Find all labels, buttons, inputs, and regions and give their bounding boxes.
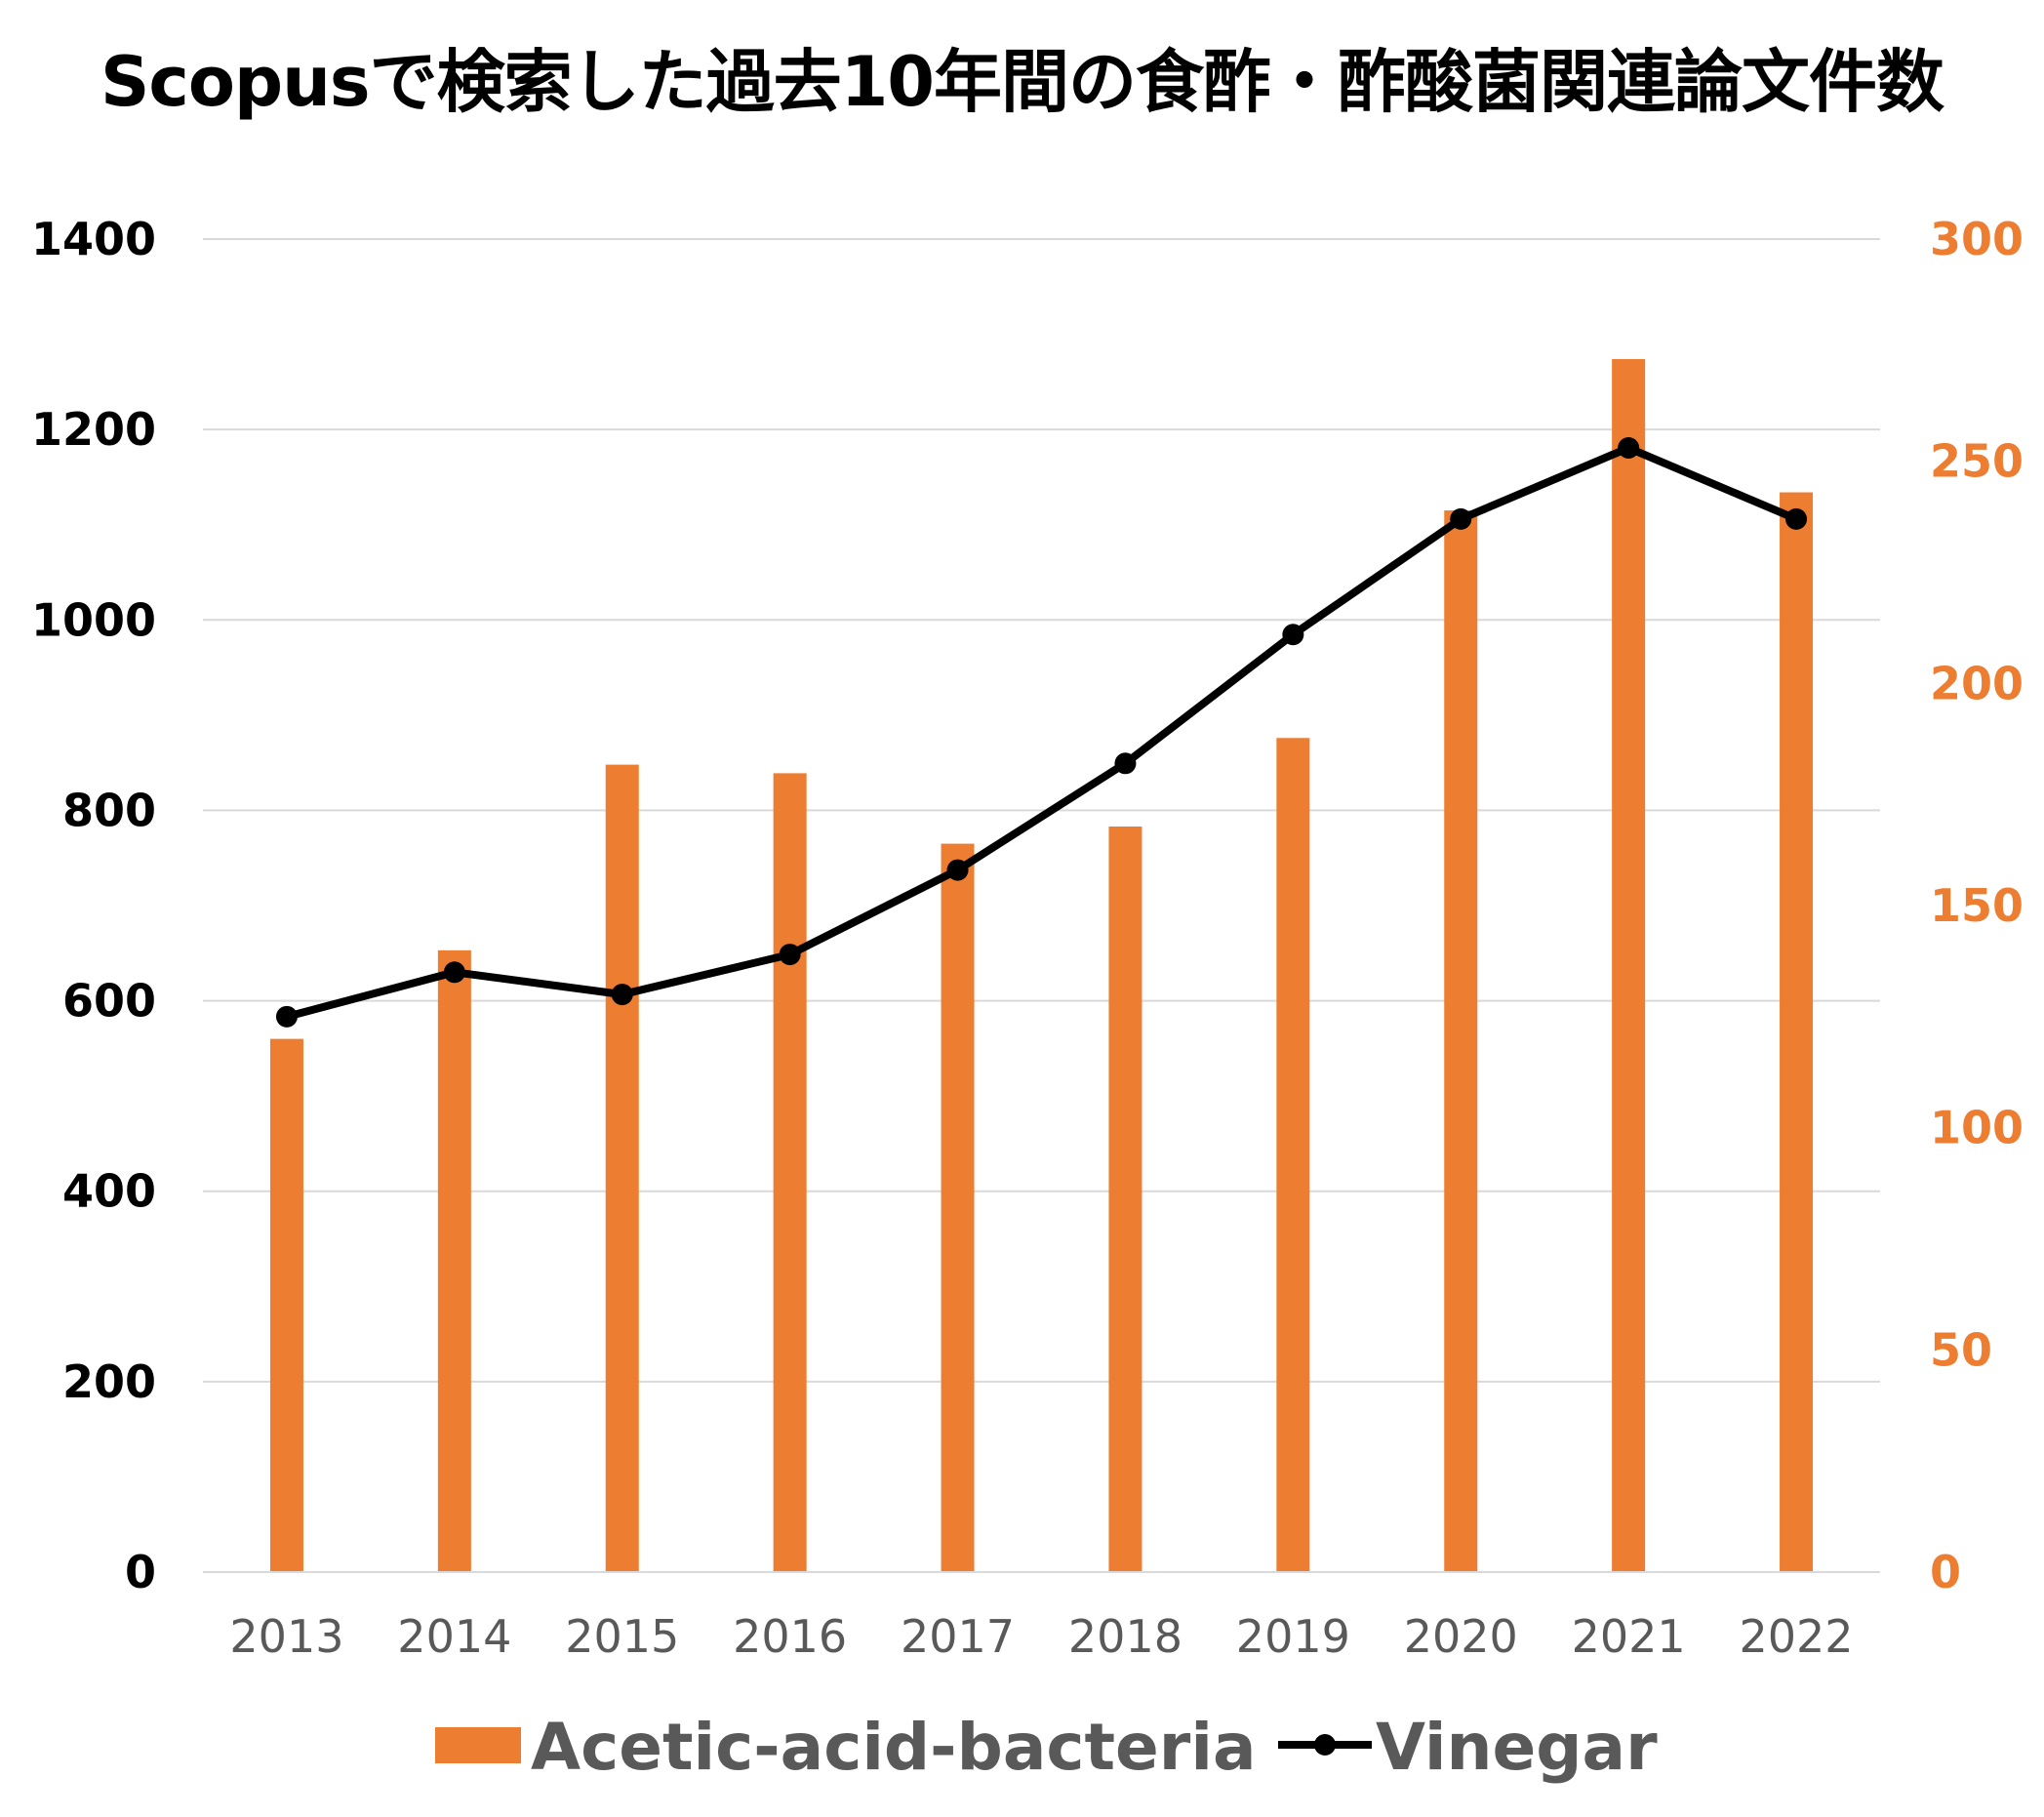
vinegar-line — [282, 444, 1801, 1021]
right-axis-tick-label: 50 — [1930, 1323, 1992, 1376]
x-axis-tick-label: 2014 — [397, 1610, 511, 1663]
left-axis-tick-label: 1200 — [31, 403, 156, 456]
bar-2017 — [941, 843, 975, 1572]
right-axis-tick-label: 0 — [1930, 1546, 1961, 1598]
legend: Acetic-acid-bacteria Vinegar — [435, 1710, 1658, 1785]
chart-title: Scopusで検索した過去10年間の食酢・酢酸菌関連論文件数 — [100, 42, 1944, 122]
legend-swatch-acetic-acid-bacteria — [435, 1727, 521, 1763]
legend-swatch-vinegar-marker — [1314, 1734, 1336, 1756]
point-2022 — [1785, 507, 1808, 530]
bar-2016 — [773, 773, 807, 1572]
left-axis-tick-label: 1400 — [31, 213, 156, 265]
bar-2020 — [1444, 510, 1478, 1572]
bar-2015 — [605, 764, 639, 1572]
left-axis-tick-label: 200 — [62, 1355, 156, 1408]
point-2015 — [611, 984, 633, 1006]
left-axis-tick-label: 400 — [62, 1165, 156, 1218]
right-y-axis: 0 50 100 150 200 250 300 — [1930, 213, 2024, 1598]
point-2018 — [1114, 752, 1137, 775]
point-2013 — [275, 1005, 298, 1028]
x-axis-tick-label: 2019 — [1236, 1610, 1350, 1663]
right-axis-tick-label: 250 — [1930, 435, 2024, 488]
left-axis-tick-label: 600 — [62, 975, 156, 1028]
left-axis-tick-label: 0 — [125, 1546, 156, 1598]
left-axis-tick-label: 800 — [62, 784, 156, 836]
point-2020 — [1450, 507, 1472, 530]
bar-series-acetic-acid-bacteria — [269, 358, 1814, 1573]
point-2019 — [1282, 624, 1304, 646]
point-2016 — [779, 944, 801, 966]
line-series-vinegar — [275, 437, 1808, 1028]
x-axis-tick-label: 2020 — [1404, 1610, 1518, 1663]
bar-2019 — [1276, 738, 1310, 1572]
legend-label-vinegar: Vinegar — [1376, 1710, 1658, 1785]
right-axis-tick-label: 100 — [1930, 1102, 2024, 1154]
left-axis-tick-label: 1000 — [31, 593, 156, 646]
x-axis-tick-label: 2015 — [565, 1610, 679, 1663]
x-axis-tick-label: 2017 — [901, 1610, 1015, 1663]
bar-2014 — [437, 949, 471, 1572]
bar-2013 — [269, 1038, 303, 1572]
left-y-axis: 0 200 400 600 800 1000 1200 1400 — [31, 213, 156, 1598]
right-axis-tick-label: 300 — [1930, 213, 2024, 265]
x-axis-tick-label: 2018 — [1068, 1610, 1182, 1663]
point-2017 — [946, 859, 969, 881]
point-2021 — [1618, 437, 1640, 460]
x-axis: 2013 2014 2015 2016 2017 2018 2019 2020 2021 2022 — [203, 1571, 1880, 1663]
x-axis-tick-label: 2016 — [733, 1610, 847, 1663]
bar-2018 — [1108, 827, 1142, 1572]
legend-label-acetic-acid-bacteria: Acetic-acid-bacteria — [531, 1710, 1257, 1785]
bar-2021 — [1612, 358, 1646, 1573]
right-axis-tick-label: 150 — [1930, 879, 2024, 932]
point-2014 — [443, 961, 465, 984]
x-axis-tick-label: 2022 — [1740, 1610, 1854, 1663]
right-axis-tick-label: 200 — [1930, 657, 2024, 709]
x-axis-tick-label: 2021 — [1572, 1610, 1686, 1663]
x-axis-tick-label: 2013 — [229, 1610, 343, 1663]
bar-2022 — [1780, 492, 1814, 1572]
